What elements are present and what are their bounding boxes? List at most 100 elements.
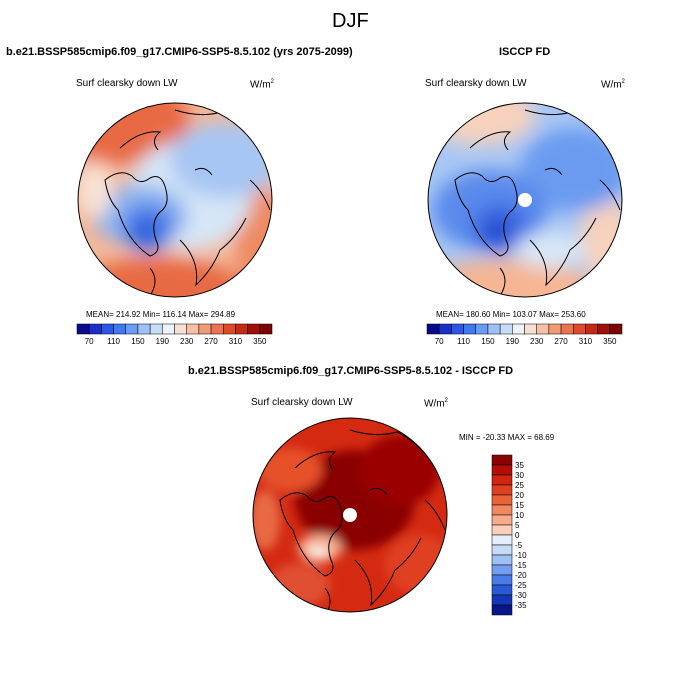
colorbar-swatch [491, 534, 513, 546]
map-fill [78, 257, 250, 297]
missing-data-pole [343, 508, 357, 522]
colorbar-swatch [548, 323, 562, 335]
colorbar-swatch [491, 584, 513, 596]
colorbar-swatch [573, 323, 586, 335]
coastline [529, 217, 597, 287]
colorbar-swatch [174, 323, 187, 335]
left-variable-label: Surf clearsky down LW [76, 78, 178, 89]
left-colorbar: 70 110 150 190 230 270 310 350 [76, 323, 273, 346]
right-stats: MEAN= 180.60 Min= 103.07 Max= 253.60 [436, 310, 586, 319]
colorbar-swatch [149, 323, 163, 335]
colorbar-swatch [76, 323, 90, 335]
colorbar-tick-label: 350 [603, 337, 617, 346]
map-fill [253, 490, 280, 550]
colorbar-tick-label: -10 [515, 551, 527, 560]
difference-polar-map [252, 417, 448, 613]
colorbar-swatch [491, 514, 513, 526]
right-colorbar: 70 110 150 190 230 270 310 350 [426, 323, 623, 346]
missing-data-pole [518, 193, 532, 207]
coastline [544, 167, 563, 176]
right-units: W/m2 [601, 79, 625, 91]
colorbar-swatch [499, 323, 513, 335]
map-fill [360, 435, 440, 505]
colorbar-swatch [491, 544, 513, 556]
colorbar-swatch [162, 323, 175, 335]
left-stats: MEAN= 214.92 Min= 116.14 Max= 294.89 [86, 310, 236, 319]
diff-units: W/m2 [424, 398, 448, 410]
colorbar-swatch [125, 323, 139, 335]
colorbar-swatch [210, 323, 224, 335]
colorbar-tick-label: 190 [156, 337, 170, 346]
colorbar-swatch [609, 323, 623, 335]
coastline [179, 217, 247, 287]
colorbar-swatch [487, 323, 501, 335]
colorbar-swatch [512, 323, 525, 335]
colorbar-swatch [491, 494, 513, 506]
colorbar-tick-label: -15 [515, 561, 527, 570]
colorbar-swatch [491, 454, 513, 466]
coastline [369, 487, 388, 496]
colorbar-tick-label: 310 [229, 337, 243, 346]
right-polar-map [427, 102, 623, 298]
colorbar-tick-label: 230 [530, 337, 544, 346]
colorbar-tick-label: 310 [579, 337, 593, 346]
left-units: W/m2 [250, 79, 274, 91]
colorbar-tick-label: 70 [85, 337, 94, 346]
colorbar-tick-label: -25 [515, 581, 527, 590]
colorbar-swatch [137, 323, 151, 335]
colorbar-tick-label: 0 [515, 531, 520, 540]
colorbar-swatch [426, 323, 440, 335]
map-fill [258, 448, 322, 492]
colorbar-tick-label: 20 [515, 491, 524, 500]
colorbar-tick-label: -35 [515, 601, 527, 610]
coastline [194, 167, 213, 176]
coastline [499, 267, 506, 297]
colorbar-swatch [438, 323, 452, 335]
colorbar-swatch [491, 464, 513, 476]
map-fill [428, 103, 535, 145]
coastline [469, 131, 512, 151]
colorbar-swatch [491, 554, 513, 566]
colorbar-swatch [536, 323, 550, 335]
coastline [279, 492, 343, 577]
colorbar-swatch [475, 323, 489, 335]
colorbar-swatch [223, 323, 236, 335]
map-border [427, 102, 623, 298]
colorbar-tick-label: 190 [506, 337, 520, 346]
colorbar-swatch [491, 594, 513, 606]
colorbar-swatch [88, 323, 102, 335]
coastline [249, 179, 271, 211]
colorbar-swatch [259, 323, 273, 335]
colorbar-swatch [491, 564, 513, 576]
diff-variable-label: Surf clearsky down LW [251, 397, 353, 408]
colorbar-tick-label: 110 [457, 337, 470, 346]
colorbar-swatch [491, 504, 513, 516]
colorbar-tick-label: 230 [180, 337, 194, 346]
colorbar-swatch [186, 323, 200, 335]
coastline [104, 172, 168, 257]
diff-case-title: b.e21.BSSP585cmip6.f09_g17.CMIP6-SSP5-8.… [188, 365, 514, 377]
coastline [119, 131, 162, 151]
colorbar-tick-label: 350 [253, 337, 267, 346]
colorbar-tick-label: 150 [131, 337, 145, 346]
colorbar-swatch [247, 323, 261, 335]
colorbar-swatch [597, 323, 611, 335]
coastline [149, 267, 156, 297]
colorbar-tick-label: 5 [515, 521, 520, 530]
colorbar-tick-label: 30 [515, 471, 524, 480]
coastline [424, 499, 446, 531]
colorbar-swatch [101, 323, 114, 335]
colorbar-tick-label: 25 [515, 481, 524, 490]
colorbar-tick-label: 15 [515, 501, 524, 510]
colorbar-swatch [560, 323, 574, 335]
diff-minmax: MIN = -20.33 MAX = 68.69 [459, 433, 555, 442]
colorbar-swatch [235, 323, 248, 335]
coastline [324, 587, 331, 612]
map-fill [485, 220, 509, 244]
map-fill [520, 128, 622, 212]
map-fill [135, 220, 157, 244]
colorbar-tick-label: -20 [515, 571, 527, 580]
colorbar-swatch [113, 323, 126, 335]
